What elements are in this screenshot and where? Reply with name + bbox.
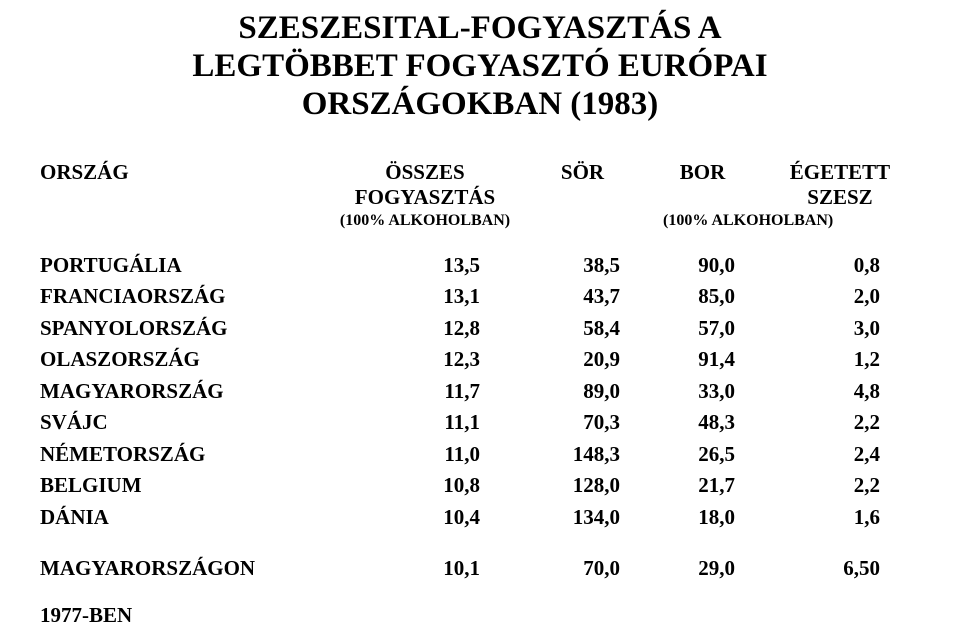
cell-wine: 90,0 [645, 250, 760, 282]
cell-beer: 38,5 [520, 250, 645, 282]
cell-country: BELGIUM [40, 470, 330, 502]
cell-beer: 20,9 [520, 344, 645, 376]
table-row: NÉMETORSZÁG11,0148,326,52,4 [40, 439, 920, 471]
subheader-wine-spacer [645, 212, 663, 230]
title-line-1: SZESZESITAL-FOGYASZTÁS A [238, 10, 721, 46]
cell-total: 12,3 [330, 344, 520, 376]
cell-total: 11,7 [330, 376, 520, 408]
cell-country: FRANCIAORSZÁG [40, 281, 330, 313]
cell-total: 12,8 [330, 313, 520, 345]
table-subheader: (100% ALKOHOLBAN) (100% ALKOHOLBAN) [40, 212, 920, 230]
cell-spirit: 2,2 [760, 470, 920, 502]
summary-country: MAGYARORSZÁGON [40, 553, 330, 585]
header-spirit: ÉGETETT SZESZ [760, 160, 920, 210]
table-row: BELGIUM10,8128,021,72,2 [40, 470, 920, 502]
cell-beer: 58,4 [520, 313, 645, 345]
table-row: OLASZORSZÁG12,320,991,41,2 [40, 344, 920, 376]
cell-beer: 43,7 [520, 281, 645, 313]
cell-beer: 128,0 [520, 470, 645, 502]
cell-country: PORTUGÁLIA [40, 250, 330, 282]
cell-beer: 134,0 [520, 502, 645, 534]
cell-beer: 89,0 [520, 376, 645, 408]
table-row: PORTUGÁLIA13,538,590,00,8 [40, 250, 920, 282]
table-body: PORTUGÁLIA13,538,590,00,8FRANCIAORSZÁG13… [40, 250, 920, 534]
cell-country: SPANYOLORSZÁG [40, 313, 330, 345]
cell-country: DÁNIA [40, 502, 330, 534]
cell-total: 13,1 [330, 281, 520, 313]
header-beer: SÖR [520, 160, 645, 185]
cell-total: 10,4 [330, 502, 520, 534]
summary-beer: 70,0 [520, 553, 645, 585]
header-wine: BOR [645, 160, 760, 185]
cell-total: 13,5 [330, 250, 520, 282]
summary-spirit: 6,50 [760, 553, 920, 585]
cell-spirit: 2,2 [760, 407, 920, 439]
cell-wine: 21,7 [645, 470, 760, 502]
title-line-3: ORSZÁGOKBAN (1983) [302, 86, 659, 122]
title-line-2: LEGTÖBBET FOGYASZTÓ EURÓPAI [192, 48, 767, 84]
cell-country: SVÁJC [40, 407, 330, 439]
table-row: SPANYOLORSZÁG12,858,457,03,0 [40, 313, 920, 345]
cell-spirit: 0,8 [760, 250, 920, 282]
cell-wine: 18,0 [645, 502, 760, 534]
summary-total: 10,1 [330, 553, 520, 585]
header-total: ÖSSZES FOGYASZTÁS [330, 160, 520, 210]
page: SZESZESITAL-FOGYASZTÁS A LEGTÖBBET FOGYA… [0, 0, 960, 628]
cell-spirit: 1,2 [760, 344, 920, 376]
summary-wine: 29,0 [645, 553, 760, 585]
cell-spirit: 2,4 [760, 439, 920, 471]
table-header: ORSZÁG ÖSSZES FOGYASZTÁS SÖR BOR ÉGETETT… [40, 160, 920, 210]
table-row: FRANCIAORSZÁG13,143,785,02,0 [40, 281, 920, 313]
table-row: SVÁJC11,170,348,32,2 [40, 407, 920, 439]
cell-spirit: 3,0 [760, 313, 920, 345]
cell-beer: 148,3 [520, 439, 645, 471]
subheader-spacer [40, 212, 330, 230]
subheader-beer-spacer [520, 212, 645, 230]
cell-total: 11,1 [330, 407, 520, 439]
cell-wine: 91,4 [645, 344, 760, 376]
cell-wine: 48,3 [645, 407, 760, 439]
cell-wine: 85,0 [645, 281, 760, 313]
cell-beer: 70,3 [520, 407, 645, 439]
table-row: DÁNIA10,4134,018,01,6 [40, 502, 920, 534]
subheader-alk2: (100% ALKOHOLBAN) [663, 212, 833, 230]
cell-spirit: 1,6 [760, 502, 920, 534]
cell-wine: 57,0 [645, 313, 760, 345]
cell-total: 11,0 [330, 439, 520, 471]
subheader-total: (100% ALKOHOLBAN) [330, 212, 520, 230]
gap [40, 533, 920, 553]
page-title: SZESZESITAL-FOGYASZTÁS A LEGTÖBBET FOGYA… [40, 10, 920, 124]
cell-country: NÉMETORSZÁG [40, 439, 330, 471]
cell-country: OLASZORSZÁG [40, 344, 330, 376]
cell-spirit: 4,8 [760, 376, 920, 408]
cell-spirit: 2,0 [760, 281, 920, 313]
cell-country: MAGYARORSZÁG [40, 376, 330, 408]
header-country: ORSZÁG [40, 160, 330, 185]
table-row: MAGYARORSZÁG11,789,033,04,8 [40, 376, 920, 408]
footer-year: 1977-BEN [40, 603, 920, 628]
cell-total: 10,8 [330, 470, 520, 502]
summary-row: MAGYARORSZÁGON 10,1 70,0 29,0 6,50 [40, 553, 920, 585]
cell-wine: 26,5 [645, 439, 760, 471]
cell-wine: 33,0 [645, 376, 760, 408]
